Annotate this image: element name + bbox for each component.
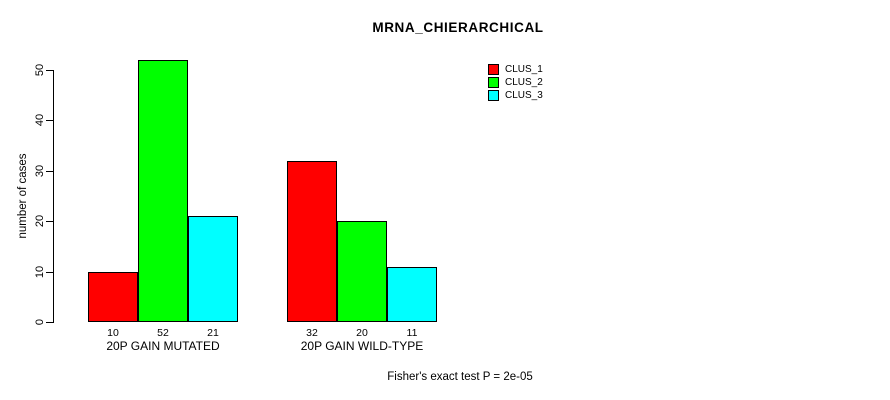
chart-title: MRNA_CHIERARCHICAL (372, 20, 544, 35)
bar-clus_3-group2 (387, 267, 437, 322)
bar-clus_2-group1 (138, 60, 188, 322)
group-label-1: 20P GAIN MUTATED (106, 339, 220, 353)
bar-value-label-clus_2-group2: 20 (356, 327, 368, 339)
y-tick-label-0: 0 (34, 318, 46, 326)
legend-label-clus_3: CLUS_3 (505, 90, 543, 101)
y-tick-mark-40 (46, 120, 54, 122)
y-axis-label: number of cases (17, 153, 29, 239)
y-tick-mark-20 (46, 221, 54, 223)
legend-label-clus_1: CLUS_1 (505, 64, 543, 75)
bar-value-label-clus_3-group2: 11 (406, 327, 418, 339)
bar-clus_2-group2 (337, 221, 387, 322)
y-tick-mark-30 (46, 170, 54, 172)
legend-swatch-clus_3 (488, 90, 499, 101)
annotation-text: Fisher's exact test P = 2e-05 (387, 371, 533, 383)
bar-value-label-clus_2-group1: 52 (157, 327, 169, 339)
y-tick-label-40: 40 (34, 114, 46, 127)
y-axis-line (53, 70, 54, 323)
y-tick-label-50: 50 (34, 63, 46, 77)
bar-value-label-clus_1-group1: 10 (107, 327, 119, 339)
y-tick-label-10: 10 (34, 265, 46, 278)
bar-clus_3-group1 (188, 216, 238, 322)
y-tick-label-20: 20 (34, 215, 46, 228)
bar-clus_1-group2 (287, 161, 337, 322)
legend-swatch-clus_1 (488, 64, 499, 75)
bar-value-label-clus_1-group2: 32 (306, 327, 318, 339)
legend-label-clus_2: CLUS_2 (505, 77, 543, 88)
y-tick-mark-0 (46, 322, 54, 323)
group-label-2: 20P GAIN WILD-TYPE (300, 339, 424, 353)
y-tick-mark-10 (46, 271, 54, 273)
legend-swatch-clus_2 (488, 77, 499, 88)
bar-value-label-clus_3-group1: 21 (207, 327, 219, 339)
bar-clus_1-group1 (88, 272, 138, 322)
y-tick-mark-50 (46, 70, 54, 71)
y-tick-label-30: 30 (34, 164, 46, 177)
